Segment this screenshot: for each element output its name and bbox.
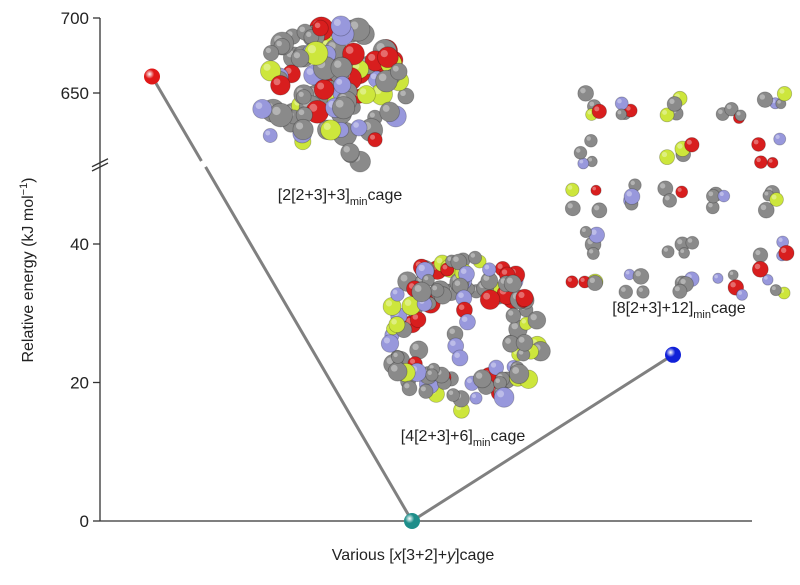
- axes: 0 20 40 650 700: [61, 9, 752, 531]
- cage-label-2: [4[2+3]+6]mincage: [401, 428, 526, 449]
- cage-image-2: [380, 250, 551, 419]
- series-segment: [150, 75, 203, 162]
- y-tick-label: 700: [61, 9, 89, 28]
- x-axis-title: Various [x[3+2]+y]cage: [332, 547, 495, 564]
- cage-label-3: [8[2+3]+12]mincage: [612, 300, 746, 321]
- y-tick-label: 40: [70, 235, 89, 254]
- y-tick-label: 20: [70, 374, 89, 393]
- cage-label-1: [2[2+3]+3]mincage: [278, 187, 403, 208]
- y-tick-label: 0: [80, 512, 89, 531]
- series-line: [150, 75, 674, 523]
- data-markers: [144, 68, 681, 529]
- y-tick-label: 650: [61, 84, 89, 103]
- cage-image-1: [252, 15, 415, 173]
- y-axis-title: Relative energy (kJ mol−1): [18, 177, 37, 362]
- cage-image-3: [564, 85, 795, 301]
- series-segment: [411, 353, 674, 523]
- data-point-3: [665, 346, 681, 363]
- axis-break-marks: [91, 158, 109, 172]
- data-point-1: [144, 68, 160, 85]
- molecule-images: [252, 15, 795, 419]
- data-point-2: [404, 513, 420, 529]
- cage-image-2-pillar: [446, 253, 476, 367]
- cage-labels: [2[2+3]+3]mincage [4[2+3]+6]mincage [8[2+3…: [278, 187, 746, 449]
- series-segment: [204, 166, 414, 522]
